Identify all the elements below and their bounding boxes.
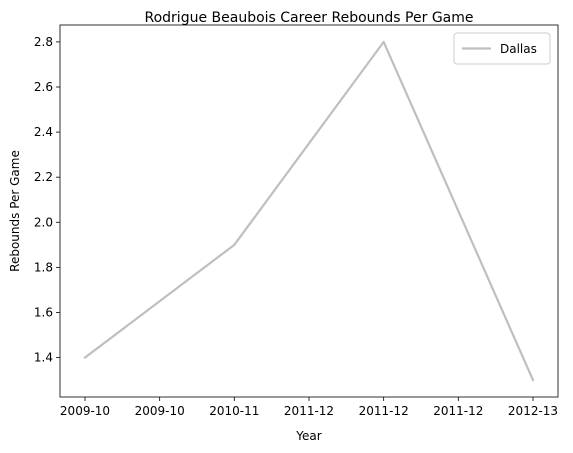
y-tick-label: 1.6: [34, 305, 53, 319]
legend-label: Dallas: [500, 42, 537, 56]
x-axis-label: Year: [295, 429, 321, 443]
chart-title: Rodrigue Beaubois Career Rebounds Per Ga…: [145, 10, 474, 26]
series-layer: [83, 40, 535, 382]
y-tick-label: 2.6: [34, 80, 53, 94]
y-tick-label: 2.8: [34, 35, 53, 49]
x-tick-label: 2011-12: [284, 404, 334, 418]
x-tick-label: 2009-10: [135, 404, 185, 418]
x-tick-label: 2010-11: [209, 404, 259, 418]
legend: Dallas: [453, 32, 551, 65]
y-axis-ticks: 1.4 1.6 1.8 2.0 2.2 2.4 2.6 2.8: [34, 35, 60, 365]
y-tick-label: 2.4: [34, 125, 53, 139]
series-line-dallas: [83, 40, 535, 382]
x-tick-label: 2012-13: [508, 404, 558, 418]
y-tick-label: 1.8: [34, 260, 53, 274]
x-tick-label: 2011-12: [433, 404, 483, 418]
y-tick-label: 1.4: [34, 351, 53, 365]
legend-box: [453, 32, 551, 65]
x-tick-label: 2009-10: [60, 404, 110, 418]
x-axis-ticks: 2009-10 2009-10 2010-11 2011-12 2011-12 2011-…: [60, 397, 558, 418]
x-tick-label: 2011-12: [359, 404, 409, 418]
y-axis-label: Rebounds Per Game: [8, 150, 22, 272]
y-tick-label: 2.0: [34, 215, 53, 229]
y-tick-label: 2.2: [34, 170, 53, 184]
